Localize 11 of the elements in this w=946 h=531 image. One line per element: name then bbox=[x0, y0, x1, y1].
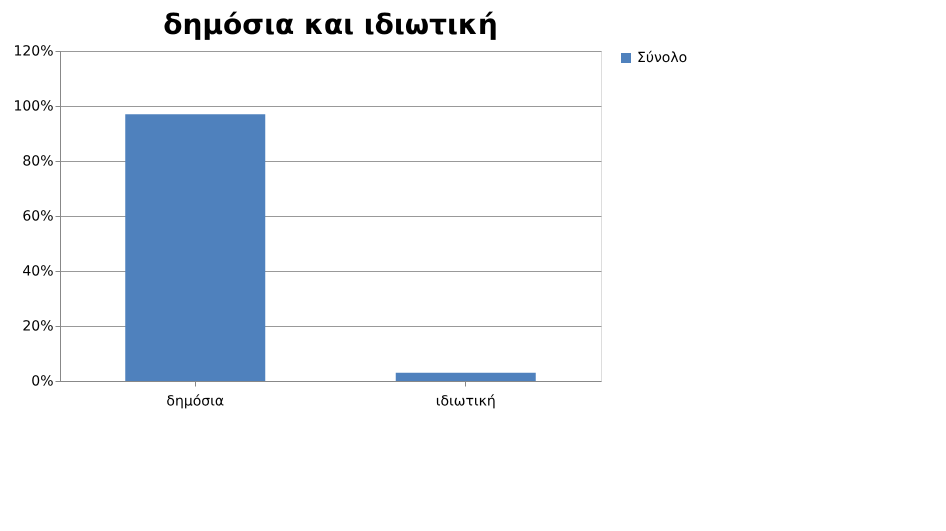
x-tick-label: δημόσια bbox=[166, 394, 224, 410]
y-tick-label: 80% bbox=[22, 154, 54, 170]
y-tick-label: 60% bbox=[22, 208, 54, 224]
x-tick-label: ιδιωτική bbox=[436, 394, 496, 410]
y-tick-label: 0% bbox=[31, 374, 54, 390]
legend-label: Σύνολο bbox=[637, 50, 688, 66]
y-tick-label: 40% bbox=[22, 264, 54, 280]
chart-title: δημόσια και ιδιωτική bbox=[163, 8, 498, 41]
y-tick-label: 120% bbox=[13, 44, 54, 60]
y-tick-label: 100% bbox=[13, 98, 54, 114]
y-tick-label: 20% bbox=[22, 318, 54, 334]
